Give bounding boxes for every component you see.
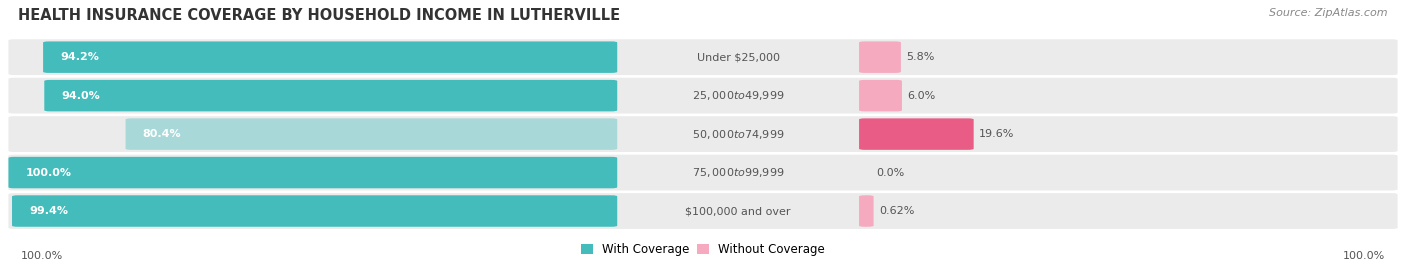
FancyBboxPatch shape (8, 193, 1398, 229)
FancyBboxPatch shape (8, 78, 1398, 114)
Text: 99.4%: 99.4% (30, 206, 67, 216)
FancyBboxPatch shape (125, 118, 617, 150)
Text: 19.6%: 19.6% (979, 129, 1015, 139)
Text: Source: ZipAtlas.com: Source: ZipAtlas.com (1270, 8, 1388, 18)
Text: 6.0%: 6.0% (908, 91, 936, 101)
FancyBboxPatch shape (44, 41, 617, 73)
Text: 94.2%: 94.2% (60, 52, 98, 62)
Text: 100.0%: 100.0% (1343, 250, 1385, 261)
FancyBboxPatch shape (13, 195, 617, 227)
FancyBboxPatch shape (44, 80, 617, 111)
Text: 100.0%: 100.0% (25, 168, 72, 178)
FancyBboxPatch shape (859, 195, 873, 227)
Text: 80.4%: 80.4% (142, 129, 181, 139)
Text: $75,000 to $99,999: $75,000 to $99,999 (692, 166, 785, 179)
Legend: With Coverage, Without Coverage: With Coverage, Without Coverage (576, 238, 830, 260)
Text: Under $25,000: Under $25,000 (696, 52, 780, 62)
Text: 94.0%: 94.0% (60, 91, 100, 101)
Text: 0.62%: 0.62% (879, 206, 914, 216)
Text: 0.0%: 0.0% (876, 168, 904, 178)
FancyBboxPatch shape (8, 39, 1398, 75)
Text: $100,000 and over: $100,000 and over (685, 206, 792, 216)
FancyBboxPatch shape (8, 116, 1398, 152)
Text: $25,000 to $49,999: $25,000 to $49,999 (692, 89, 785, 102)
Text: 100.0%: 100.0% (21, 250, 63, 261)
FancyBboxPatch shape (8, 155, 1398, 190)
FancyBboxPatch shape (859, 41, 901, 73)
Text: 5.8%: 5.8% (907, 52, 935, 62)
FancyBboxPatch shape (8, 157, 617, 188)
Text: $50,000 to $74,999: $50,000 to $74,999 (692, 128, 785, 141)
FancyBboxPatch shape (859, 80, 903, 111)
Text: HEALTH INSURANCE COVERAGE BY HOUSEHOLD INCOME IN LUTHERVILLE: HEALTH INSURANCE COVERAGE BY HOUSEHOLD I… (18, 8, 620, 23)
FancyBboxPatch shape (859, 118, 973, 150)
